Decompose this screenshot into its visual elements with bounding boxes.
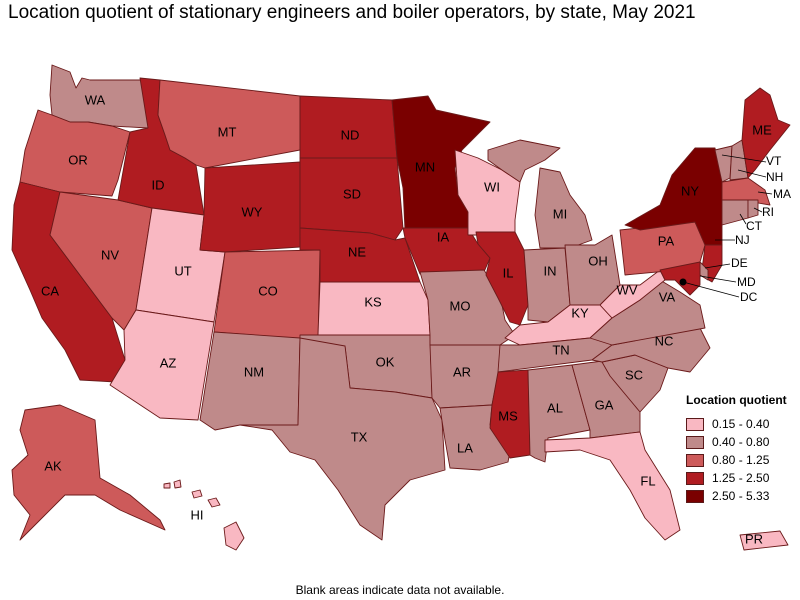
label-ak: AK <box>44 458 62 473</box>
label-ct: CT <box>746 219 763 233</box>
legend: Location quotient 0.15 - 0.40 0.40 - 0.8… <box>686 393 787 505</box>
state-az[interactable] <box>109 309 215 421</box>
label-ms: MS <box>498 408 518 423</box>
label-oh: OH <box>588 253 608 268</box>
label-wy: WY <box>242 204 263 219</box>
state-fl[interactable] <box>544 431 681 541</box>
state-or[interactable] <box>19 109 131 197</box>
footnote: Blank areas indicate data not available. <box>295 583 505 597</box>
label-nv: NV <box>101 247 119 262</box>
legend-swatch <box>686 435 704 449</box>
label-ma: MA <box>773 187 791 201</box>
leader-lines <box>682 154 773 298</box>
legend-item: 0.15 - 0.40 <box>686 415 787 433</box>
state-me[interactable] <box>741 87 791 179</box>
state-pr[interactable] <box>739 530 789 551</box>
small-state-labels: VT NH MA RI CT NJ DE MD DC <box>731 154 791 304</box>
label-wa: WA <box>85 92 106 107</box>
label-mt: MT <box>218 124 237 139</box>
label-dc: DC <box>740 290 758 304</box>
state-hi[interactable] <box>163 479 245 551</box>
label-ri: RI <box>762 205 774 219</box>
label-ks: KS <box>364 294 382 309</box>
label-ut: UT <box>174 263 191 278</box>
label-ca: CA <box>41 283 59 298</box>
legend-swatch <box>686 471 704 485</box>
label-sd: SD <box>343 186 361 201</box>
state-mi-lower[interactable] <box>534 167 593 249</box>
label-md: MD <box>737 275 756 289</box>
label-hi: HI <box>191 507 204 522</box>
label-id: ID <box>152 177 165 192</box>
legend-title: Location quotient <box>686 393 787 407</box>
label-al: AL <box>547 400 563 415</box>
label-sc: SC <box>625 367 643 382</box>
state-il[interactable] <box>475 231 529 326</box>
label-or: OR <box>68 152 88 167</box>
label-mo: MO <box>450 298 471 313</box>
label-wi: WI <box>484 179 500 194</box>
label-va: VA <box>659 289 676 304</box>
state-md[interactable] <box>659 261 701 296</box>
legend-swatch <box>686 453 704 467</box>
label-nd: ND <box>341 127 360 142</box>
state-labels: WA OR CA NV ID UT AZ MT WY CO NM ND SD N… <box>41 92 772 546</box>
label-ny: NY <box>681 183 699 198</box>
label-nc: NC <box>655 333 674 348</box>
label-ar: AR <box>453 364 471 379</box>
label-nj: NJ <box>735 233 750 247</box>
label-tn: TN <box>552 342 569 357</box>
label-pr: PR <box>745 531 763 546</box>
legend-swatch <box>686 489 704 503</box>
label-la: LA <box>457 440 473 455</box>
map-title: Location quotient of stationary engineer… <box>8 2 696 23</box>
state-ak[interactable] <box>11 404 166 541</box>
legend-label: 2.50 - 5.33 <box>712 489 770 503</box>
label-ok: OK <box>376 354 395 369</box>
label-tx: TX <box>351 429 368 444</box>
label-ky: KY <box>571 305 589 320</box>
label-pa: PA <box>658 233 675 248</box>
legend-item: 2.50 - 5.33 <box>686 487 787 505</box>
legend-swatch <box>686 417 704 431</box>
state-ri[interactable] <box>747 199 759 219</box>
label-me: ME <box>752 122 772 137</box>
label-nm: NM <box>244 364 264 379</box>
label-fl: FL <box>640 473 655 488</box>
label-vt: VT <box>766 154 782 168</box>
legend-item: 0.40 - 0.80 <box>686 433 787 451</box>
label-ga: GA <box>595 397 614 412</box>
label-nh: NH <box>766 170 783 184</box>
label-wv: WV <box>617 282 638 297</box>
label-ne: NE <box>348 244 366 259</box>
label-de: DE <box>731 256 748 270</box>
legend-label: 0.15 - 0.40 <box>712 417 770 431</box>
legend-item: 1.25 - 2.50 <box>686 469 787 487</box>
state-nm[interactable] <box>199 331 301 431</box>
label-in: IN <box>544 263 557 278</box>
legend-label: 1.25 - 2.50 <box>712 471 770 485</box>
label-mi: MI <box>553 206 567 221</box>
label-mn: MN <box>415 159 435 174</box>
legend-label: 0.40 - 0.80 <box>712 435 770 449</box>
legend-label: 0.80 - 1.25 <box>712 453 770 467</box>
label-ia: IA <box>437 229 450 244</box>
label-il: IL <box>503 265 514 280</box>
legend-item: 0.80 - 1.25 <box>686 451 787 469</box>
label-az: AZ <box>160 355 177 370</box>
label-co: CO <box>258 283 278 298</box>
state-tx[interactable] <box>239 337 446 541</box>
state-mi[interactable] <box>487 139 561 183</box>
